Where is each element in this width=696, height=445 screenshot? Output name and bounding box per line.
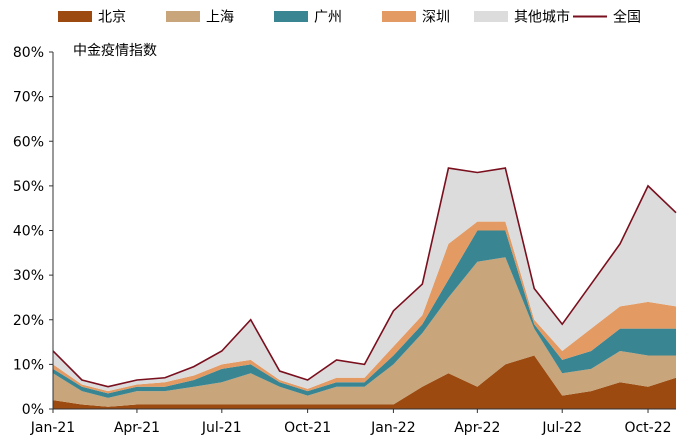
x-tick-label: Oct-21 (284, 420, 331, 436)
y-tick-label: 80% (13, 45, 44, 61)
y-tick-label: 20% (13, 313, 44, 329)
legend-swatch (274, 11, 308, 22)
series-area-0 (53, 355, 676, 409)
y-tick-label: 10% (13, 357, 44, 373)
series-area-1 (53, 257, 676, 407)
axes: 0% 10% 20% 30% 40% 50% 60% 70% 80% Jan-21 Apr-21 J… (13, 45, 676, 436)
legend-swatch (166, 11, 200, 22)
series-line-national (52, 167, 677, 388)
x-tick-label: Jul-21 (201, 420, 242, 436)
legend-label: 全国 (613, 9, 641, 26)
x-tick-label: Jan-21 (30, 420, 75, 436)
legend: 北京 上海 广州 深圳 其他城市 全国 (58, 9, 641, 26)
legend-label: 其他城市 (514, 9, 570, 26)
x-tick-label: Jan-22 (370, 420, 415, 436)
y-tick-label: 50% (13, 179, 44, 195)
x-tick-label: Jul-22 (541, 420, 582, 436)
y-tick-label: 70% (13, 90, 44, 106)
legend-swatch (474, 11, 508, 22)
legend-label: 上海 (206, 10, 234, 26)
chart-title: 中金疫情指数 (73, 43, 157, 59)
y-tick-label: 40% (13, 224, 44, 240)
y-tick-label: 30% (13, 268, 44, 284)
x-tick-label: Oct-22 (624, 420, 671, 436)
legend-swatch (382, 11, 416, 22)
legend-label: 广州 (314, 10, 342, 26)
plot-area (52, 167, 677, 409)
y-tick-label: 60% (13, 134, 44, 150)
x-tick-label: Apr-22 (454, 420, 500, 436)
y-tick-label: 0% (22, 402, 44, 418)
x-tick-label: Apr-21 (114, 420, 160, 436)
legend-label: 深圳 (422, 10, 450, 26)
legend-swatch (58, 11, 92, 22)
legend-label: 北京 (98, 10, 126, 26)
